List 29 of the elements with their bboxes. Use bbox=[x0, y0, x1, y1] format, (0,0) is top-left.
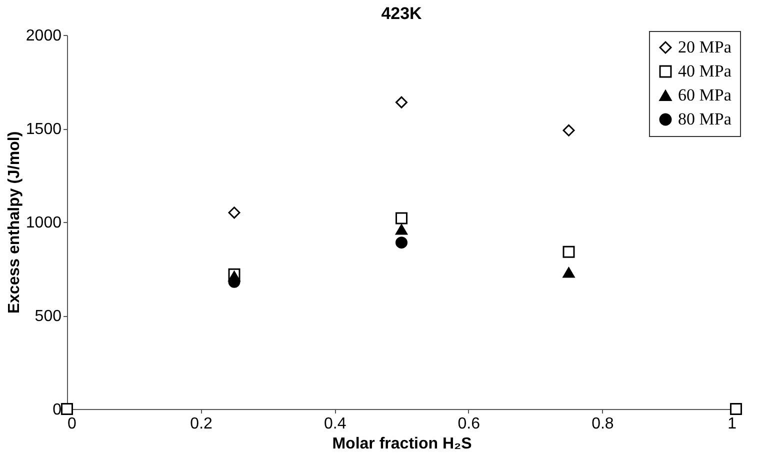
legend-label: 20 MPa bbox=[678, 38, 732, 56]
legend-label: 60 MPa bbox=[678, 86, 732, 104]
x-tick-label: 1 bbox=[728, 416, 737, 432]
y-tick-label: 1500 bbox=[26, 121, 62, 138]
y-tick-label: 0 bbox=[52, 402, 62, 418]
point bbox=[396, 212, 408, 224]
x-tick-label: 0.4 bbox=[324, 416, 346, 432]
point bbox=[396, 236, 408, 249]
point bbox=[396, 96, 408, 108]
y-axis-title: Excess enthalpy (J/mol) bbox=[6, 131, 23, 314]
point bbox=[562, 124, 575, 136]
chart-title: 423K bbox=[381, 4, 423, 23]
x-axis-title: Molar fraction H₂S bbox=[332, 436, 472, 452]
x-tick-label: 0.8 bbox=[592, 416, 614, 432]
x-tick-label: 0.6 bbox=[458, 416, 480, 432]
point bbox=[396, 224, 408, 235]
point bbox=[562, 267, 575, 278]
legend-label: 80 MPa bbox=[678, 110, 732, 128]
point bbox=[730, 403, 742, 415]
point bbox=[228, 206, 240, 219]
point bbox=[562, 246, 575, 258]
y-tick-label: 500 bbox=[34, 308, 62, 325]
point bbox=[61, 403, 73, 415]
point bbox=[228, 276, 240, 288]
y-tick-label: 1000 bbox=[26, 214, 62, 232]
legend-label: 40 MPa bbox=[678, 62, 732, 80]
y-tick-label: 2000 bbox=[26, 28, 62, 44]
x-tick-label: 0 bbox=[68, 416, 76, 432]
x-tick-label: 0.2 bbox=[190, 416, 213, 432]
